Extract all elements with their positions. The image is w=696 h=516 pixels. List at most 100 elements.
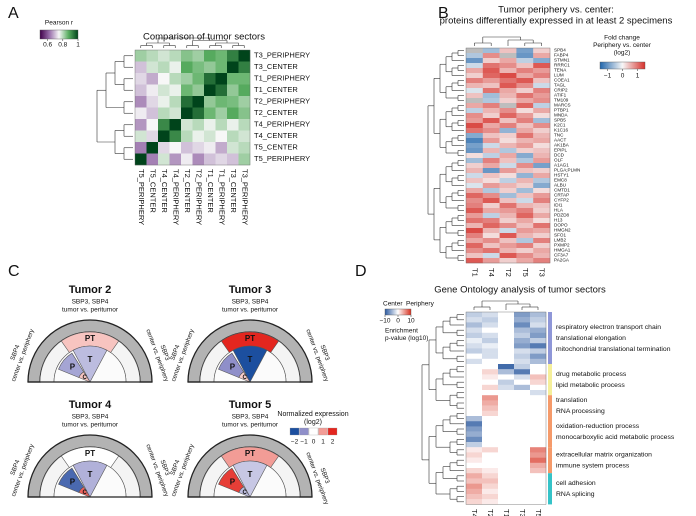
heatmap-cell xyxy=(514,317,531,323)
heatmap-cell xyxy=(533,213,551,219)
top-label: tumor vs. peritumor xyxy=(62,422,119,429)
heatmap-cell xyxy=(238,50,251,62)
heatmap-cell xyxy=(466,153,483,159)
heatmap-frame xyxy=(134,49,251,166)
heatmap-cell xyxy=(227,96,239,108)
heatmap-cell xyxy=(514,338,531,344)
heatmap-cell xyxy=(482,442,499,448)
heatmap-cell xyxy=(169,119,182,131)
heatmap-cell xyxy=(482,364,499,370)
heatmap-cell xyxy=(466,374,483,380)
heatmap-cell xyxy=(227,130,239,143)
group-bar xyxy=(548,364,552,396)
heatmap-cell xyxy=(482,58,500,64)
heatmap-cell xyxy=(516,73,534,79)
heatmap-cell xyxy=(215,153,228,166)
heatmap-cell xyxy=(482,410,499,417)
heatmap-cell xyxy=(516,248,534,254)
heatmap-cell xyxy=(514,395,531,401)
heatmap-cell xyxy=(499,128,517,134)
heatmap-cell xyxy=(499,243,517,249)
heatmap-cell xyxy=(530,421,547,427)
heatmap-cell xyxy=(530,462,547,469)
row-label: ALBU xyxy=(554,183,566,188)
heatmap-cell xyxy=(514,390,531,396)
heatmap-cell xyxy=(530,369,547,375)
heatmap-cell xyxy=(499,253,517,259)
top-label: SBP3, SBP4 xyxy=(232,299,269,306)
heatmap-cell xyxy=(135,73,147,85)
go-term: mitochondrial translational termination xyxy=(556,346,671,353)
heatmap-cell xyxy=(498,374,515,380)
heatmap-cell xyxy=(482,128,500,134)
heatmap-cell xyxy=(466,431,483,437)
row-label: CMTD1 xyxy=(554,188,570,193)
heatmap-cell xyxy=(482,153,500,159)
heatmap-cell xyxy=(533,258,551,264)
heatmap-cell xyxy=(238,142,251,154)
heatmap-cell xyxy=(482,173,500,179)
heatmap-cell xyxy=(466,93,483,99)
heatmap-cell xyxy=(499,123,517,129)
heatmap-cell xyxy=(514,478,531,484)
heatmap-cell xyxy=(530,322,547,328)
heatmap-cell xyxy=(498,436,515,443)
heatmap-cell xyxy=(499,163,517,169)
heatmap-cell xyxy=(530,483,547,489)
heatmap-cell xyxy=(498,405,515,411)
heatmap-cell xyxy=(533,48,551,54)
heatmap-cell xyxy=(533,128,551,134)
row-label: T4_CENTER xyxy=(254,131,298,140)
heatmap-cell xyxy=(482,178,500,184)
heatmap-cell xyxy=(498,447,515,453)
heatmap-cell xyxy=(514,426,531,432)
heatmap-cell xyxy=(482,395,499,401)
heatmap-cell xyxy=(482,312,499,318)
heatmap-cell xyxy=(466,395,483,401)
row-label: AK1BA xyxy=(554,143,570,148)
heatmap-cell xyxy=(498,364,515,370)
heatmap-cell xyxy=(499,148,517,154)
heatmap-cell xyxy=(533,88,551,94)
heatmap-cell xyxy=(466,208,483,214)
row-label: ATIF1 xyxy=(554,93,567,98)
heatmap-cell xyxy=(533,83,551,89)
heatmap-cell xyxy=(482,163,500,169)
row-label: A1AG1 xyxy=(554,163,569,168)
heatmap-cell xyxy=(466,158,483,164)
heatmap-cell xyxy=(498,343,515,349)
heatmap-cell xyxy=(466,400,483,406)
heatmap-cell xyxy=(146,119,159,131)
heatmap-cell xyxy=(466,188,483,194)
heatmap-cell xyxy=(466,348,483,354)
heatmap-cell xyxy=(498,379,515,385)
heatmap-cell xyxy=(227,73,239,85)
group-bar xyxy=(548,312,552,364)
heatmap-cell xyxy=(169,61,182,74)
heatmap-cell xyxy=(169,153,182,166)
heatmap-cell xyxy=(238,73,251,85)
heatmap-cell xyxy=(498,395,515,401)
heatmap-cell xyxy=(499,88,517,94)
heatmap-cell xyxy=(215,96,228,108)
heatmap-cell xyxy=(516,68,534,74)
heatmap-cell xyxy=(146,61,159,74)
row-label: T2_CENTER xyxy=(254,108,298,117)
heatmap-cell xyxy=(514,332,531,339)
column-label: T5_PERIPHERY xyxy=(137,169,146,225)
row-label: T4_PERIPHERY xyxy=(254,120,310,129)
column-label: T2_CENTER xyxy=(183,169,192,213)
heatmap-cell xyxy=(482,457,499,463)
heatmap-cell xyxy=(516,118,534,124)
heatmap-cell xyxy=(499,218,517,224)
heatmap-cell xyxy=(499,73,517,79)
region-label: P xyxy=(230,477,236,486)
heatmap-cell xyxy=(499,113,517,119)
group-bar xyxy=(548,447,552,474)
colorbar-title: p-value (log10) xyxy=(385,335,428,342)
heatmap-cell xyxy=(466,447,483,453)
heatmap-cell xyxy=(533,58,551,64)
legend-tick-label: 2 xyxy=(331,439,335,446)
heatmap-cell xyxy=(466,457,483,463)
heatmap-cell xyxy=(466,364,483,370)
